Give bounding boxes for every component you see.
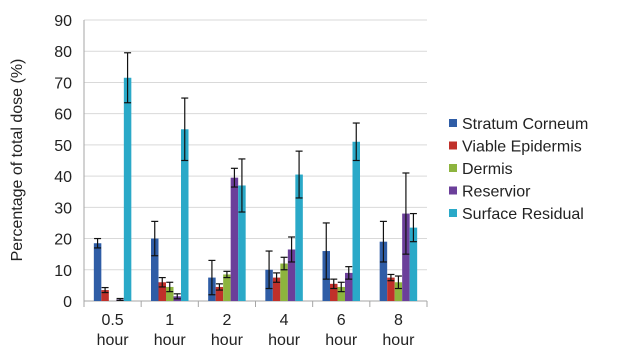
y-tick-label: 90 [54,13,72,30]
bar-surface-residual [181,129,189,301]
bar-surface-residual [295,174,303,301]
bar-viable-epidermis [158,282,166,301]
error-bars [94,52,417,301]
y-axis-title: Percentage of total dose (%) [9,59,26,262]
bar-stratum-corneum [379,241,388,301]
bar-viable-epidermis [330,283,338,301]
y-tick-label: 70 [54,75,72,92]
bar-stratum-corneum [151,238,159,301]
bar-viable-epidermis [215,286,224,301]
legend-swatch [449,209,457,217]
bar-dermis [280,263,288,301]
x-tick-label: hour [154,332,187,347]
x-tick-label: hour [325,332,358,347]
bar-reservior [345,272,353,301]
bars [93,77,418,301]
y-tick-label: 0 [63,294,72,311]
y-tick-label: 10 [54,263,72,280]
bar-stratum-corneum [93,243,102,301]
y-tick-label: 60 [54,107,72,124]
x-tick-label: hour [268,332,301,347]
bar-reservior [230,177,239,301]
x-tick-label: 4 [280,312,289,329]
bar-viable-epidermis [387,277,395,301]
bar-dermis [394,282,403,301]
bar-surface-residual [238,185,246,301]
gridlines [84,19,427,271]
x-tick-label: hour [97,332,130,347]
x-tick-label: 2 [222,312,231,329]
legend-swatch [449,141,457,150]
y-tick-label: 50 [54,138,72,155]
tick-labels: 0 10 20 30 40 50 60 70 80 90 0.5 hour 1 hour 2 hour 4 hou… [54,13,415,347]
legend-label: Stratum Corneum [462,116,588,133]
legend-label: Dermis [462,161,513,178]
bar-dermis [166,286,174,301]
y-tick-label: 40 [54,169,72,186]
legend-swatch [449,119,457,127]
x-tick-label: hour [382,332,415,347]
x-tick-label: hour [211,332,244,347]
legend-label: Reservior [462,184,531,201]
x-tick-label: 0.5 [101,312,123,329]
bar-reservior [287,249,296,301]
bar-dermis [223,274,231,301]
bar-surface-residual [409,227,418,301]
y-tick-label: 20 [54,232,72,249]
y-tick-label: 30 [54,200,72,217]
y-tick-label: 80 [54,44,72,61]
x-tick-label: 1 [165,312,174,329]
bar-surface-residual [123,77,132,301]
legend: Stratum Corneum Viable Epidermis Dermis Res… [449,116,588,223]
bar-reservior [402,213,410,301]
legend-label: Surface Residual [462,206,584,223]
bar-dermis [337,286,345,301]
bar-viable-epidermis [101,290,109,301]
bar-surface-residual [352,141,360,301]
bar-viable-epidermis [272,277,281,301]
legend-label: Viable Epidermis [462,139,582,156]
legend-swatch [449,164,457,172]
x-tick-label: 6 [337,312,346,329]
x-tick-label: 8 [394,312,403,329]
axes [83,20,428,307]
legend-swatch [449,186,457,195]
